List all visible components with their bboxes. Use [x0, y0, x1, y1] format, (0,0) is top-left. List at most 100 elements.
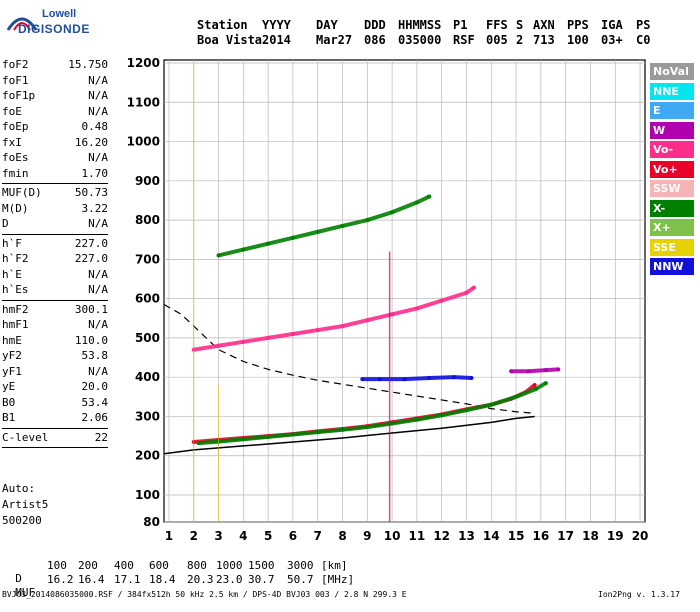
legend-item-x: X+ — [650, 219, 694, 236]
param-name: C-level — [2, 430, 49, 444]
x-tick-label: 10 — [384, 529, 401, 543]
header-value-10: 03+ — [601, 33, 623, 47]
footer-d-value-4: 800 — [187, 559, 207, 572]
trace-point — [469, 375, 474, 380]
param-value: 20.0 — [81, 380, 109, 393]
param-name: hmE — [2, 333, 22, 347]
param-g1-5: fxI 16.20 — [2, 136, 108, 151]
y-tick-label: 100 — [135, 488, 160, 502]
auto-code: 500200 — [2, 514, 42, 527]
x-tick-label: 2 — [190, 529, 198, 543]
footer-muf-value-4: 20.3 — [187, 573, 214, 586]
logo-line2: DIGISONDE — [18, 22, 90, 36]
y-tick-label: 1100 — [127, 95, 160, 109]
param-name: foEp — [2, 120, 29, 133]
y-tick-label: 1000 — [127, 135, 160, 149]
header-value-5: RSF — [453, 33, 475, 47]
footer-file-line: BVJ03_2014086035000.RSF / 384fx512h 50 k… — [2, 590, 407, 599]
param-name: hmF1 — [2, 318, 29, 331]
param-g2-0: MUF(D) 50.73 — [2, 186, 108, 201]
header-field-2: DAY — [316, 18, 338, 32]
param-value: 300.1 — [74, 302, 108, 316]
footer-d-value-1: 200 — [78, 559, 98, 572]
param-value: 50.73 — [74, 186, 108, 199]
trace-point — [360, 377, 365, 382]
footer-muf-value-5: 23.0 — [216, 573, 243, 586]
param-value: N/A — [88, 73, 108, 87]
param-name: yF2 — [2, 349, 22, 362]
auto-artist: Artist5 — [2, 498, 49, 511]
param-name: fmin — [2, 166, 29, 180]
trace-point — [532, 383, 537, 388]
trace-point — [514, 394, 519, 399]
x-tick-label: 4 — [239, 529, 247, 543]
param-g1-6: foEs N/A — [2, 151, 108, 166]
footer-d-label: D — [15, 572, 22, 585]
trace-point — [216, 343, 221, 348]
y-tick-label: 80 — [143, 515, 160, 529]
trace-point — [241, 247, 246, 252]
header-value-6: 005 — [486, 33, 508, 47]
footer-d-value-8: [km] — [321, 559, 348, 572]
trace-point — [216, 253, 221, 258]
param-value: 227.0 — [74, 252, 108, 265]
trace-point — [543, 368, 548, 373]
trace-point — [452, 375, 457, 380]
param-value: 3.22 — [81, 201, 109, 215]
param-g4-7: B1 2.06 — [2, 411, 108, 426]
param-g3-0: h`F 227.0 — [2, 237, 108, 252]
trace-point — [414, 200, 419, 205]
legend-item-w: W — [650, 121, 694, 139]
param-name: B0 — [2, 395, 16, 409]
param-g4-4: yF1 N/A — [2, 365, 108, 380]
trace-point — [414, 417, 419, 422]
trace-point — [533, 386, 538, 391]
trace-point — [556, 367, 561, 372]
y-tick-label: 1200 — [127, 56, 160, 70]
trace-point — [439, 413, 444, 418]
x-tick-label: 16 — [533, 529, 550, 543]
x-tick-label: 18 — [582, 529, 599, 543]
trace-3 — [218, 194, 431, 258]
param-g2-1: M(D) 3.22 — [2, 202, 108, 217]
param-separator — [2, 233, 108, 235]
logo-line1: Lowell — [42, 8, 77, 20]
param-separator — [2, 447, 108, 448]
param-value: N/A — [88, 89, 108, 102]
trace-point — [365, 318, 370, 323]
legend-item-e: E — [650, 102, 694, 119]
trace-1 — [198, 381, 547, 446]
footer-muf-value-6: 30.7 — [248, 573, 275, 586]
legend-item-ssw: SSW — [650, 180, 694, 197]
param-value: N/A — [88, 217, 108, 230]
trace-point — [290, 331, 295, 336]
header-field-4: HHMMSS — [398, 18, 442, 32]
trace-2 — [193, 285, 476, 352]
param-g4-0: hmF2 300.1 — [2, 303, 108, 318]
footer-muf-value-2: 17.1 — [114, 573, 141, 586]
param-value: N/A — [88, 318, 108, 331]
trace-point — [340, 427, 345, 432]
trace-point — [266, 241, 271, 246]
y-tick-label: 800 — [135, 213, 160, 227]
header-field-1: YYYY — [262, 18, 291, 32]
param-value: 110.0 — [74, 333, 108, 347]
trace-point — [315, 430, 320, 435]
param-name: h`F — [2, 236, 22, 250]
param-value: 16.20 — [74, 135, 108, 149]
x-tick-label: 3 — [214, 529, 222, 543]
header-value-3: 086 — [364, 33, 386, 47]
trace-point — [414, 306, 419, 311]
header-value-2: Mar27 — [316, 33, 353, 47]
trace-point — [241, 437, 246, 442]
param-g1-1: foF1 N/A — [2, 74, 108, 89]
legend-item-nnw: NNW — [650, 258, 694, 275]
trace-point — [377, 377, 382, 382]
param-name: MUF(D) — [2, 186, 42, 199]
header-value-8: 713 — [533, 33, 555, 47]
footer-muf-value-0: 16.2 — [47, 573, 74, 586]
x-tick-label: 9 — [363, 529, 371, 543]
x-tick-label: 19 — [607, 529, 624, 543]
trace-point — [471, 285, 476, 290]
param-g4-3: yF2 53.8 — [2, 349, 108, 364]
